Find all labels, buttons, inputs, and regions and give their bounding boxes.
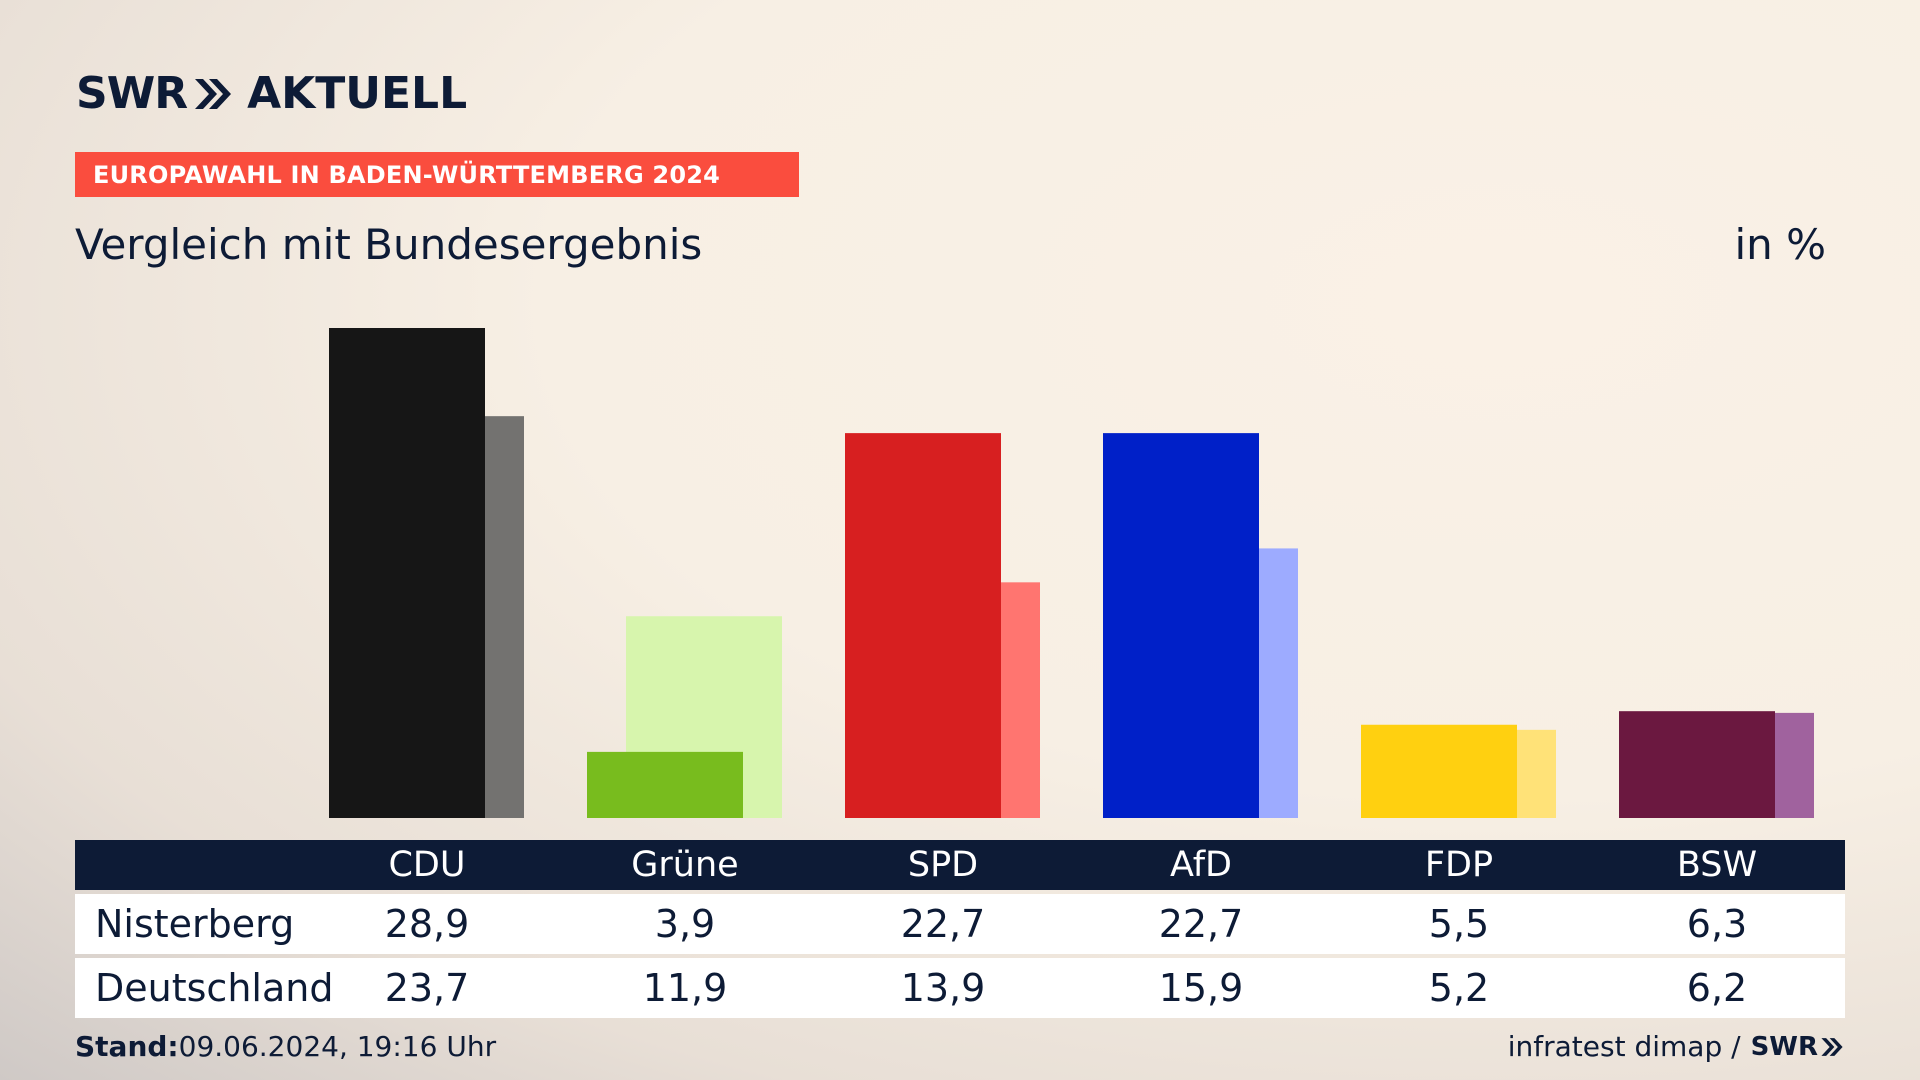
logo-aktuell-text: AKTUELL: [247, 68, 468, 119]
chart-subtitle: Vergleich mit Bundesergebnis: [75, 220, 703, 269]
bar-nisterberg-bsw: [1619, 711, 1775, 818]
bar-nisterberg-spd: [845, 433, 1001, 818]
value-nisterberg-bsw: 6,3: [1686, 902, 1748, 946]
bar-nisterberg-cdu: [329, 328, 485, 818]
logo-chevrons-icon: [195, 78, 232, 109]
swr-mini-chevrons-icon: [1821, 1037, 1843, 1056]
swr-mini-logo: SWR: [1750, 1031, 1818, 1062]
value-deutschland-afd: 15,9: [1158, 966, 1244, 1010]
bar-nisterberg-fdp: [1361, 724, 1517, 818]
timestamp: Stand:09.06.2024, 19:16 Uhr: [75, 1030, 496, 1063]
source-credit: infratest dimap / SWR: [1508, 1030, 1844, 1063]
value-nisterberg-afd: 22,7: [1158, 902, 1244, 946]
value-deutschland-bsw: 6,2: [1686, 966, 1748, 1010]
bar-chart: [329, 328, 1814, 818]
table-header-row: CDU Grüne SPD AfD FDP BSW: [75, 840, 1845, 890]
banner-text: EUROPAWAHL IN BADEN-WÜRTTEMBERG 2024: [93, 161, 721, 189]
category-label-cdu: CDU: [388, 845, 466, 885]
value-deutschland-fdp: 5,2: [1428, 966, 1490, 1010]
category-label-fdp: FDP: [1424, 845, 1494, 885]
row-label-deutschland: Deutschland: [95, 966, 334, 1010]
stand-label: Stand:: [75, 1030, 179, 1063]
results-table: CDU Grüne SPD AfD FDP BSW Nisterberg 28,9 3,9 2…: [75, 840, 1845, 1018]
table-row-deutschland: Deutschland 23,7 11,9 13,9 15,9 5,2 6,2: [75, 958, 1845, 1018]
source-text: infratest dimap /: [1507, 1030, 1741, 1063]
unit-label: in %: [1734, 220, 1826, 269]
logo-swr-text: SWR: [76, 68, 188, 119]
value-nisterberg-cdu: 28,9: [384, 902, 470, 946]
value-nisterberg-fdp: 5,5: [1428, 902, 1490, 946]
bar-nisterberg-gruene: [587, 751, 743, 818]
category-label-bsw: BSW: [1676, 845, 1758, 885]
bar-nisterberg-afd: [1103, 433, 1259, 818]
stand-value: 09.06.2024, 19:16 Uhr: [178, 1030, 497, 1063]
value-deutschland-cdu: 23,7: [384, 966, 470, 1010]
value-nisterberg-spd: 22,7: [900, 902, 986, 946]
value-nisterberg-gruene: 3,9: [654, 902, 716, 946]
value-deutschland-spd: 13,9: [900, 966, 986, 1010]
table-row-nisterberg: Nisterberg 28,9 3,9 22,7 22,7 5,5 6,3: [75, 894, 1845, 954]
category-label-afd: AfD: [1170, 845, 1232, 885]
row-label-nisterberg: Nisterberg: [95, 902, 295, 946]
swr-aktuell-logo: SWR AKTUELL: [76, 68, 467, 119]
election-banner: EUROPAWAHL IN BADEN-WÜRTTEMBERG 2024: [75, 152, 799, 197]
category-label-gruene: Grüne: [631, 845, 739, 885]
category-label-spd: SPD: [907, 845, 979, 885]
value-deutschland-gruene: 11,9: [642, 966, 728, 1010]
